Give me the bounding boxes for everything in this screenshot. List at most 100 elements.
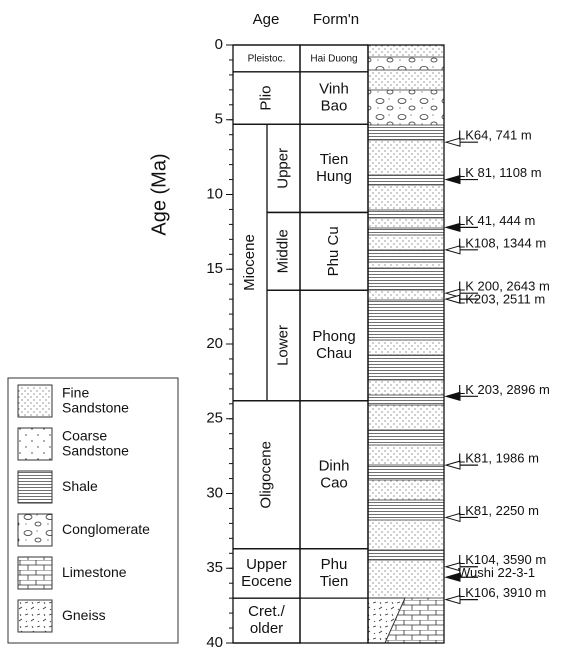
legend-label-line: Fine [62, 384, 89, 400]
lithology-band [368, 290, 444, 300]
lithology-band [368, 262, 444, 268]
well-label: LK203, 2511 m [458, 292, 545, 307]
legend-label-line: Gneiss [62, 607, 106, 623]
unit-label-line: Bao [321, 98, 348, 115]
tick-label: 40 [206, 634, 223, 650]
lithology-band [368, 235, 444, 250]
tick-label: 30 [206, 484, 223, 501]
lithology-band [368, 480, 444, 500]
unit-label-line: Hai Duong [310, 53, 357, 64]
well-label: LK106, 3910 m [458, 585, 546, 600]
legend-label: Shale [62, 478, 98, 494]
lithology-band [368, 90, 444, 125]
well-label: LK108, 1344 m [458, 235, 546, 250]
unit-label: Plio [257, 86, 274, 111]
tick-label: 20 [206, 335, 223, 352]
well-label: LK 203, 2896 m [458, 382, 550, 397]
axis-label: Age (Ma) [148, 153, 170, 235]
legend-label-line: Limestone [62, 564, 127, 580]
lithology-band [368, 465, 444, 480]
unit-label-line: Phu [321, 556, 348, 573]
legend-swatch [18, 514, 52, 546]
lithology-band [368, 228, 444, 235]
well-label: Wushi 22-3-1 [458, 565, 535, 580]
unit-label-line: Pleistoc. [248, 53, 286, 64]
unit-label-line: Chau [316, 345, 352, 362]
tick-label: 5 [215, 111, 223, 128]
lithology-band [368, 300, 444, 340]
unit-label-line: Tien [320, 573, 349, 590]
lithology-band [368, 520, 444, 550]
tick-label: 0 [215, 36, 223, 53]
unit-label-line: Phong [312, 328, 355, 345]
lithology-band [368, 175, 444, 185]
legend-label-line: Coarse [62, 427, 107, 443]
legend-swatch [18, 557, 52, 589]
lithology-band [368, 445, 444, 465]
tick-label: 25 [206, 410, 223, 427]
unit-label-line: Cret./ [248, 603, 286, 620]
legend-swatch [18, 385, 52, 417]
legend-label-line: Shale [62, 478, 98, 494]
lithology-band [368, 140, 444, 175]
legend-label-line: Sandstone [62, 399, 129, 415]
unit-label-line: Tien [320, 151, 349, 168]
lithology-band [368, 560, 444, 598]
well-label: LK64, 741 m [458, 128, 532, 143]
unit-label-line: older [250, 620, 283, 637]
legend-label: Gneiss [62, 607, 106, 623]
tick-label: 15 [206, 260, 223, 277]
lithology-band [368, 210, 444, 218]
lithology-band [368, 550, 444, 560]
lithology-band [368, 500, 444, 520]
lithology-band [368, 355, 444, 380]
lithology-band [368, 250, 444, 262]
lithology-band [368, 185, 444, 210]
unit-label: Miocene [241, 234, 258, 291]
lithology-band [368, 430, 444, 445]
age-header: Age [253, 11, 280, 28]
unit-label-line: Cao [320, 474, 348, 491]
lithology-band [368, 405, 444, 430]
lithology-band [368, 45, 444, 57]
stratigraphic-column: Age Form'n 0 5 10 15 20 25 30 35 40 Age (Ma) Pleis… [0, 0, 588, 650]
legend-label: Limestone [62, 564, 127, 580]
well-label: LK81, 2250 m [458, 503, 539, 518]
unit-label-line: Dinh [319, 457, 350, 474]
legend-label: FineSandstone [62, 384, 129, 415]
unit-label: PhongChau [312, 328, 355, 362]
unit-label: Hai Duong [310, 53, 357, 64]
legend-label-line: Conglomerate [62, 521, 150, 537]
unit-label-line: Vinh [319, 81, 349, 98]
legend-label: Conglomerate [62, 521, 150, 537]
unit-label: Oligocene [257, 441, 274, 509]
legend-label-line: Sandstone [62, 442, 129, 458]
unit-label-line: Upper [246, 556, 287, 573]
well-label: LK 81, 1108 m [458, 165, 542, 180]
lithology-band [368, 57, 444, 70]
tick-label: 10 [206, 185, 223, 202]
tick-label: 35 [206, 559, 223, 576]
unit-label-line: Eocene [241, 573, 292, 590]
lithology-band [368, 125, 444, 140]
legend-swatch [18, 471, 52, 503]
lithology-band [368, 380, 444, 395]
legend-swatch [18, 600, 52, 632]
well-label: LK 41, 444 m [458, 213, 535, 228]
lithology-band [368, 268, 444, 290]
unit-label: Pleistoc. [248, 53, 286, 64]
unit-label-line: Hung [316, 168, 352, 185]
lithology-band [368, 218, 444, 228]
lithology-band [368, 395, 444, 405]
unit-label: Upper [274, 148, 291, 189]
formation-header: Form'n [313, 11, 359, 28]
legend-swatch [18, 428, 52, 460]
unit-label: Middle [274, 229, 291, 273]
lithology-band [368, 340, 444, 355]
unit-label: Lower [274, 325, 291, 366]
